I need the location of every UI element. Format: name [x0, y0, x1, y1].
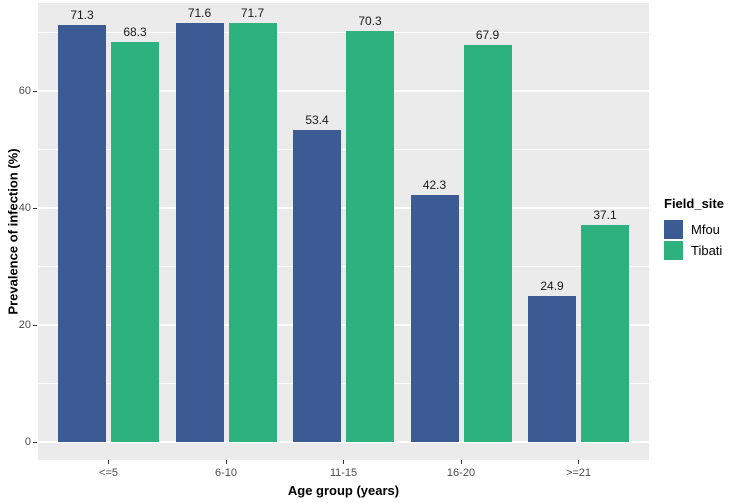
gridline-major	[38, 90, 649, 92]
gridline-major	[38, 324, 649, 326]
bar-value-label: 42.3	[422, 177, 447, 192]
y-tick-label: 40	[18, 202, 31, 214]
bar-mfou-11-15	[293, 129, 341, 442]
gridline-minor	[38, 32, 649, 33]
x-tick-label: <=5	[99, 467, 118, 479]
legend-swatch-tibati	[664, 241, 683, 260]
y-tick-label: 0	[24, 436, 31, 448]
bar-mfou-6-10	[175, 23, 224, 442]
bar-value-label: 70.3	[358, 13, 382, 28]
y-tick	[33, 324, 37, 326]
x-tick-label: >=21	[565, 467, 592, 479]
y-tick	[33, 441, 37, 443]
legend-item-label: Mfou	[691, 222, 720, 237]
y-tick	[33, 207, 37, 209]
legend-swatch-mfou	[664, 220, 683, 239]
x-tick-label: 6-10	[214, 467, 238, 479]
y-axis-title: Prevalence of infection (%)	[5, 148, 21, 315]
gridline-minor	[38, 149, 649, 150]
gridline-minor	[38, 383, 649, 384]
x-tick	[578, 460, 579, 464]
gridline-major	[38, 441, 649, 443]
legend-item-label: Tibati	[691, 243, 723, 258]
gridline-major	[38, 207, 649, 209]
bar-value-label: 24.9	[540, 279, 564, 294]
bar-value-label: 71.3	[70, 7, 94, 22]
bar-value-label: 67.9	[475, 27, 500, 42]
y-axis-title-box: Prevalence of infection (%)	[0, 3, 26, 460]
bar-value-label: 68.3	[123, 25, 147, 40]
legend-item-mfou: Mfou	[664, 219, 724, 240]
bar-tibati->=21	[581, 224, 629, 442]
x-tick	[225, 460, 227, 464]
bar-tibati-16-20	[463, 44, 512, 442]
bar-tibati-<=5	[111, 42, 159, 442]
y-tick-label: 20	[18, 319, 31, 331]
bar-mfou-<=5	[58, 24, 106, 442]
bar-mfou->=21	[528, 296, 576, 442]
x-tick	[108, 460, 109, 464]
bar-value-label: 71.6	[187, 6, 212, 21]
bar-value-label: 37.1	[593, 207, 617, 222]
legend: Field_site Mfou Tibati	[664, 196, 724, 261]
x-tick-label: 16-20	[446, 467, 476, 479]
bar-value-label: 71.7	[240, 5, 265, 20]
plot-panel: 71.3 68.3 71.6 71.7 53.4 70.3 42.3 67.9 24.9 37.1	[38, 3, 649, 460]
gridline-minor	[38, 266, 649, 267]
legend-title: Field_site	[664, 196, 724, 211]
legend-items: Mfou Tibati	[664, 219, 724, 261]
bar-mfou-16-20	[410, 194, 459, 442]
x-tick	[343, 460, 344, 464]
bar-value-label: 53.4	[305, 112, 329, 127]
y-tick	[33, 90, 37, 92]
x-tick	[460, 460, 462, 464]
x-tick-label: 11-15	[329, 467, 358, 479]
legend-item-tibati: Tibati	[664, 240, 724, 261]
x-axis-title: Age group (years)	[287, 483, 400, 498]
bar-tibati-11-15	[346, 30, 394, 442]
y-tick-label: 60	[18, 85, 31, 97]
bar-tibati-6-10	[228, 22, 277, 442]
